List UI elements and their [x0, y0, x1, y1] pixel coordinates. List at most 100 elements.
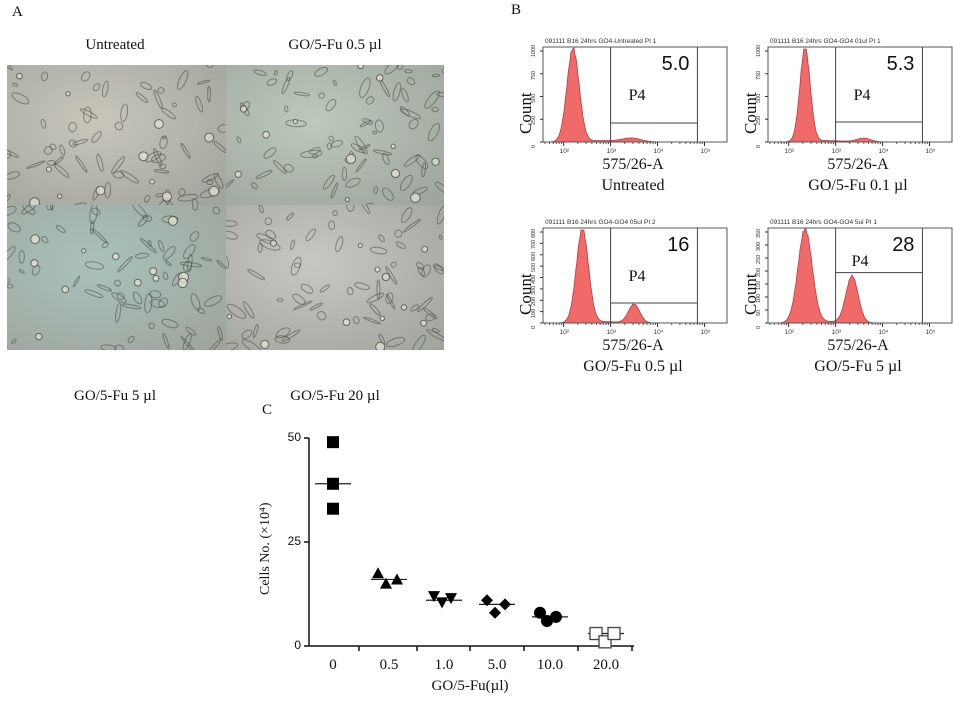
rounded-cell — [30, 234, 41, 245]
cell — [92, 83, 101, 92]
cell — [433, 263, 444, 275]
cell — [365, 96, 375, 105]
rounded-cell — [57, 193, 63, 199]
cell — [162, 271, 169, 281]
cell — [72, 138, 88, 146]
histogram-fill — [542, 47, 727, 143]
cell — [369, 246, 388, 255]
cell — [90, 227, 108, 244]
cell — [200, 257, 213, 262]
histogram-caption: Untreated — [601, 177, 665, 194]
rounded-cell — [29, 197, 40, 205]
cell — [421, 162, 427, 178]
cell — [253, 69, 267, 76]
cell — [382, 187, 394, 201]
cell — [399, 174, 413, 192]
cell — [390, 261, 397, 268]
cell — [431, 106, 439, 113]
rounded-cell — [357, 242, 363, 248]
cell — [59, 144, 66, 156]
rounded-cell — [112, 252, 120, 261]
cell — [55, 224, 66, 234]
cell — [352, 316, 360, 325]
cell — [205, 65, 214, 68]
cell — [318, 92, 326, 99]
gate-label: P4 — [628, 268, 646, 285]
cell — [183, 244, 196, 259]
rounded-cell — [376, 74, 384, 82]
gate-percent: 5.0 — [661, 53, 690, 75]
cell — [149, 299, 165, 309]
cell — [323, 174, 335, 190]
cell — [139, 81, 153, 91]
cell — [441, 67, 444, 74]
cell — [96, 153, 104, 172]
cell — [362, 316, 381, 325]
histogram-caption: GO/5-Fu 0.1 µl — [808, 177, 908, 194]
x-tick-label: 10⁴ — [878, 329, 889, 336]
rounded-cell — [292, 118, 298, 124]
histogram-fill — [767, 228, 952, 324]
histogram-title: 091111 B16 24hrs GO4-GO4 5ul PI 1 — [770, 219, 877, 226]
data-point-triangle-up — [372, 567, 384, 579]
x-tick-label: 10³ — [831, 148, 841, 155]
cell — [241, 329, 253, 340]
data-point-diamond — [481, 594, 493, 607]
cell — [120, 170, 139, 184]
histogram-title: 091111 B16 24hrs GO4-GO4 05ul PI 2 — [545, 219, 656, 226]
cell — [162, 245, 176, 260]
cell — [7, 277, 10, 284]
cell — [49, 205, 54, 211]
cell — [115, 302, 122, 323]
gate-percent: 28 — [892, 234, 915, 256]
x-tick-label: 10³ — [606, 329, 616, 336]
cell — [406, 77, 416, 86]
cell — [364, 202, 375, 205]
cell — [7, 246, 16, 264]
cell — [11, 92, 30, 105]
data-point-circle — [541, 615, 553, 628]
cell — [212, 206, 221, 215]
rounded-cell — [375, 341, 386, 350]
cell — [195, 95, 204, 113]
x-tick-label: 10² — [559, 148, 570, 155]
cell — [80, 71, 91, 82]
image-caption: GO/5-Fu 0.5 µl — [288, 37, 382, 53]
plot-frame — [542, 46, 728, 143]
cell — [312, 153, 318, 159]
rounded-cell — [400, 304, 408, 311]
cell — [436, 91, 444, 98]
cell — [417, 266, 426, 277]
plot-frame — [767, 46, 953, 143]
rounded-cell — [379, 315, 385, 322]
rounded-cell — [177, 277, 188, 289]
x-tick-label: 0.5 — [379, 657, 399, 673]
cell — [284, 105, 289, 113]
rounded-cell — [410, 192, 421, 203]
x-tick-label: 10⁴ — [653, 148, 664, 155]
image-caption: Untreated — [85, 37, 145, 53]
rounded-cell — [234, 170, 242, 178]
gate-label: P4 — [851, 252, 869, 270]
cell — [91, 131, 102, 143]
cell — [373, 186, 379, 195]
cell — [330, 182, 339, 199]
cell — [263, 147, 277, 159]
cell — [376, 279, 381, 301]
cell — [399, 108, 421, 120]
cell — [216, 259, 226, 270]
cell — [162, 332, 170, 350]
cell — [300, 283, 314, 294]
cell — [197, 79, 211, 85]
cell — [403, 69, 413, 74]
cell — [31, 264, 41, 276]
histogram-caption: GO/5-Fu 0.5 µl — [583, 358, 683, 375]
cell — [159, 163, 167, 170]
cell — [374, 119, 384, 133]
cell — [417, 296, 433, 313]
histogram-caption: GO/5-Fu 5 µl — [814, 358, 902, 375]
cell — [366, 292, 385, 304]
cell — [40, 118, 47, 129]
cell — [196, 307, 206, 314]
cell — [286, 212, 294, 221]
